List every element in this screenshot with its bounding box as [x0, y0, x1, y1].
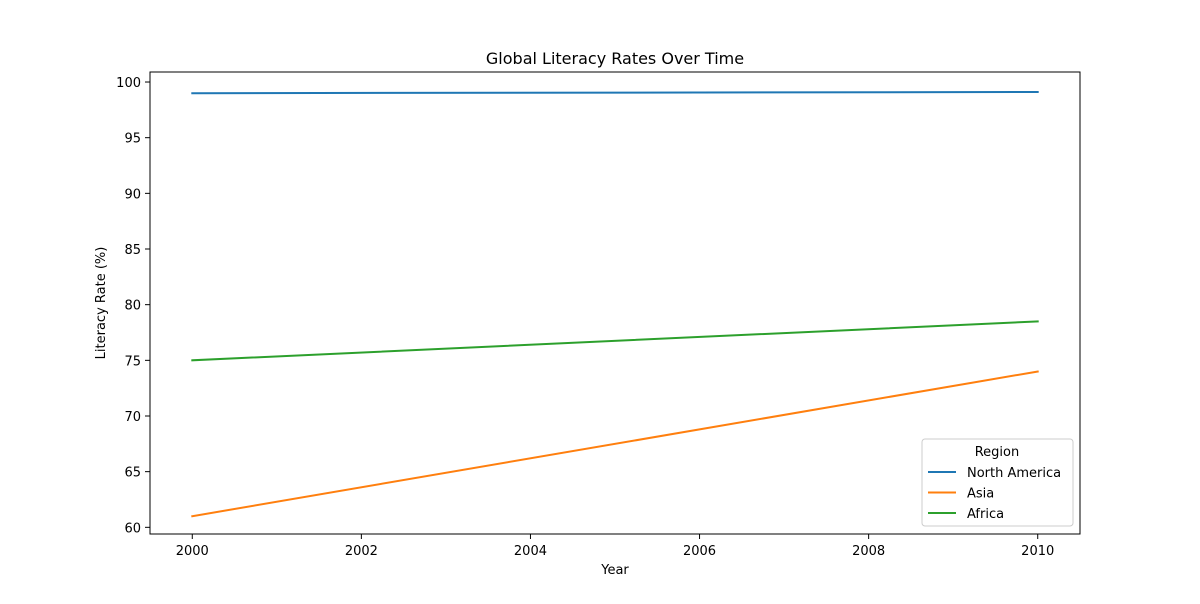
chart-title: Global Literacy Rates Over Time [486, 49, 744, 68]
x-axis-label: Year [600, 563, 629, 578]
x-axis: 2000 2002 2004 2006 2008 2010 [176, 534, 1054, 559]
y-axis-label: Literacy Rate (%) [94, 247, 109, 360]
y-tick-label: 85 [124, 243, 141, 258]
y-tick-label: 95 [124, 132, 141, 147]
legend-items: North America Asia Africa [928, 466, 1061, 522]
y-tick-label: 65 [124, 466, 141, 481]
y-tick-label: 90 [124, 187, 141, 202]
series-line [191, 90, 1039, 95]
legend-entry-label: North America [967, 466, 1061, 481]
series-line [191, 320, 1039, 362]
y-tick-label: 70 [124, 410, 141, 425]
legend: Region North America Asia Africa [921, 438, 1074, 527]
y-tick-label: 80 [124, 299, 141, 314]
legend-entry-label: Asia [967, 487, 994, 502]
x-tick-label: 2002 [345, 544, 378, 559]
y-axis: 60 65 70 75 80 85 90 95 100 [116, 76, 150, 536]
y-tick-label: 75 [124, 354, 141, 369]
x-tick-label: 2010 [1021, 544, 1054, 559]
series-line [191, 370, 1039, 518]
x-tick-label: 2006 [683, 544, 716, 559]
legend-box [921, 438, 1074, 527]
series-layer [191, 90, 1039, 518]
legend-entry-label: Africa [967, 507, 1004, 522]
x-tick-label: 2000 [176, 544, 209, 559]
x-tick-label: 2004 [514, 544, 547, 559]
x-tick-label: 2008 [852, 544, 885, 559]
plot-frame [149, 71, 1081, 535]
y-tick-label: 100 [116, 76, 141, 91]
legend-title: Region [975, 445, 1020, 460]
y-tick-label: 60 [124, 521, 141, 536]
